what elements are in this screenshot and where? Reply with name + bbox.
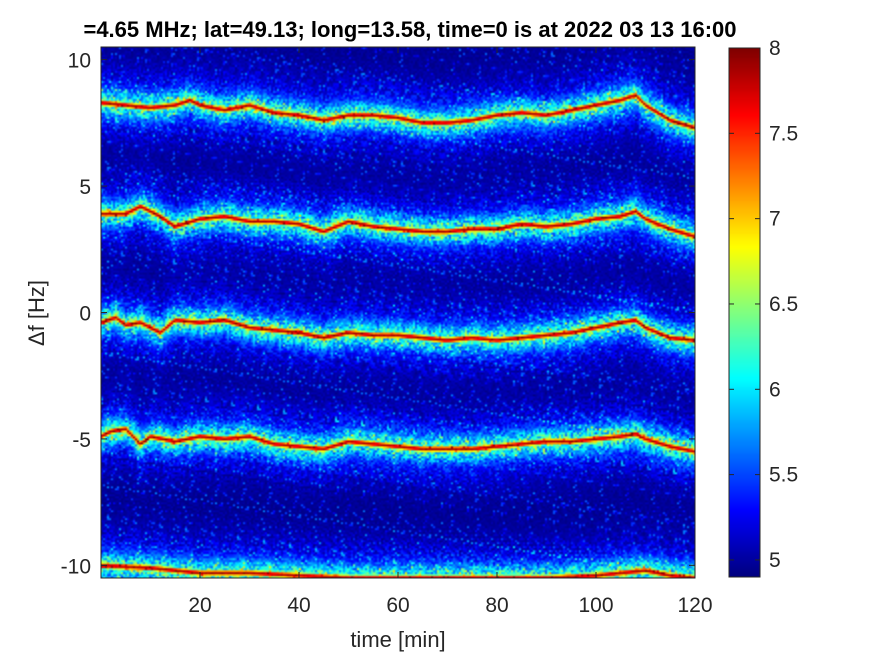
colorbar-tick-label: 7 — [769, 208, 781, 231]
y-tick-label: -10 — [61, 555, 91, 578]
plot-area — [101, 47, 695, 578]
x-tick-label: 100 — [578, 594, 613, 617]
heatmap-image — [101, 47, 695, 578]
x-axis-label: time [min] — [350, 627, 445, 652]
y-tick-label: 5 — [79, 176, 91, 199]
y-axis-label: Δf [Hz] — [24, 280, 49, 346]
colorbar-tick-label: 7.5 — [769, 122, 798, 145]
axes: 20 40 60 80 100 120 10 5 0 -5 -10 — [61, 46, 713, 617]
colorbar: 8 7.5 7 6.5 6 5.5 5 — [728, 37, 798, 578]
colorbar-gradient — [729, 48, 760, 577]
x-tick-label: 20 — [188, 594, 211, 617]
colorbar-tick-label: 5.5 — [769, 464, 798, 487]
x-tick-label: 40 — [287, 594, 310, 617]
x-tick-label: 60 — [386, 594, 409, 617]
colorbar-tick-label: 6.5 — [769, 293, 798, 316]
y-tick-label: 0 — [79, 303, 91, 326]
x-tick-label: 80 — [485, 594, 508, 617]
colorbar-ticks: 8 7.5 7 6.5 6 5.5 5 — [729, 37, 798, 572]
colorbar-tick-label: 8 — [769, 37, 781, 60]
colorbar-tick-label: 6 — [769, 378, 781, 401]
y-tick-label: 10 — [68, 50, 91, 73]
y-tick-label: -5 — [72, 429, 91, 452]
x-tick-label: 120 — [677, 594, 712, 617]
colorbar-tick-label: 5 — [769, 549, 781, 572]
chart-title: =4.65 MHz; lat=49.13; long=13.58, time=0… — [83, 17, 736, 42]
colorbar-frame — [728, 47, 761, 578]
